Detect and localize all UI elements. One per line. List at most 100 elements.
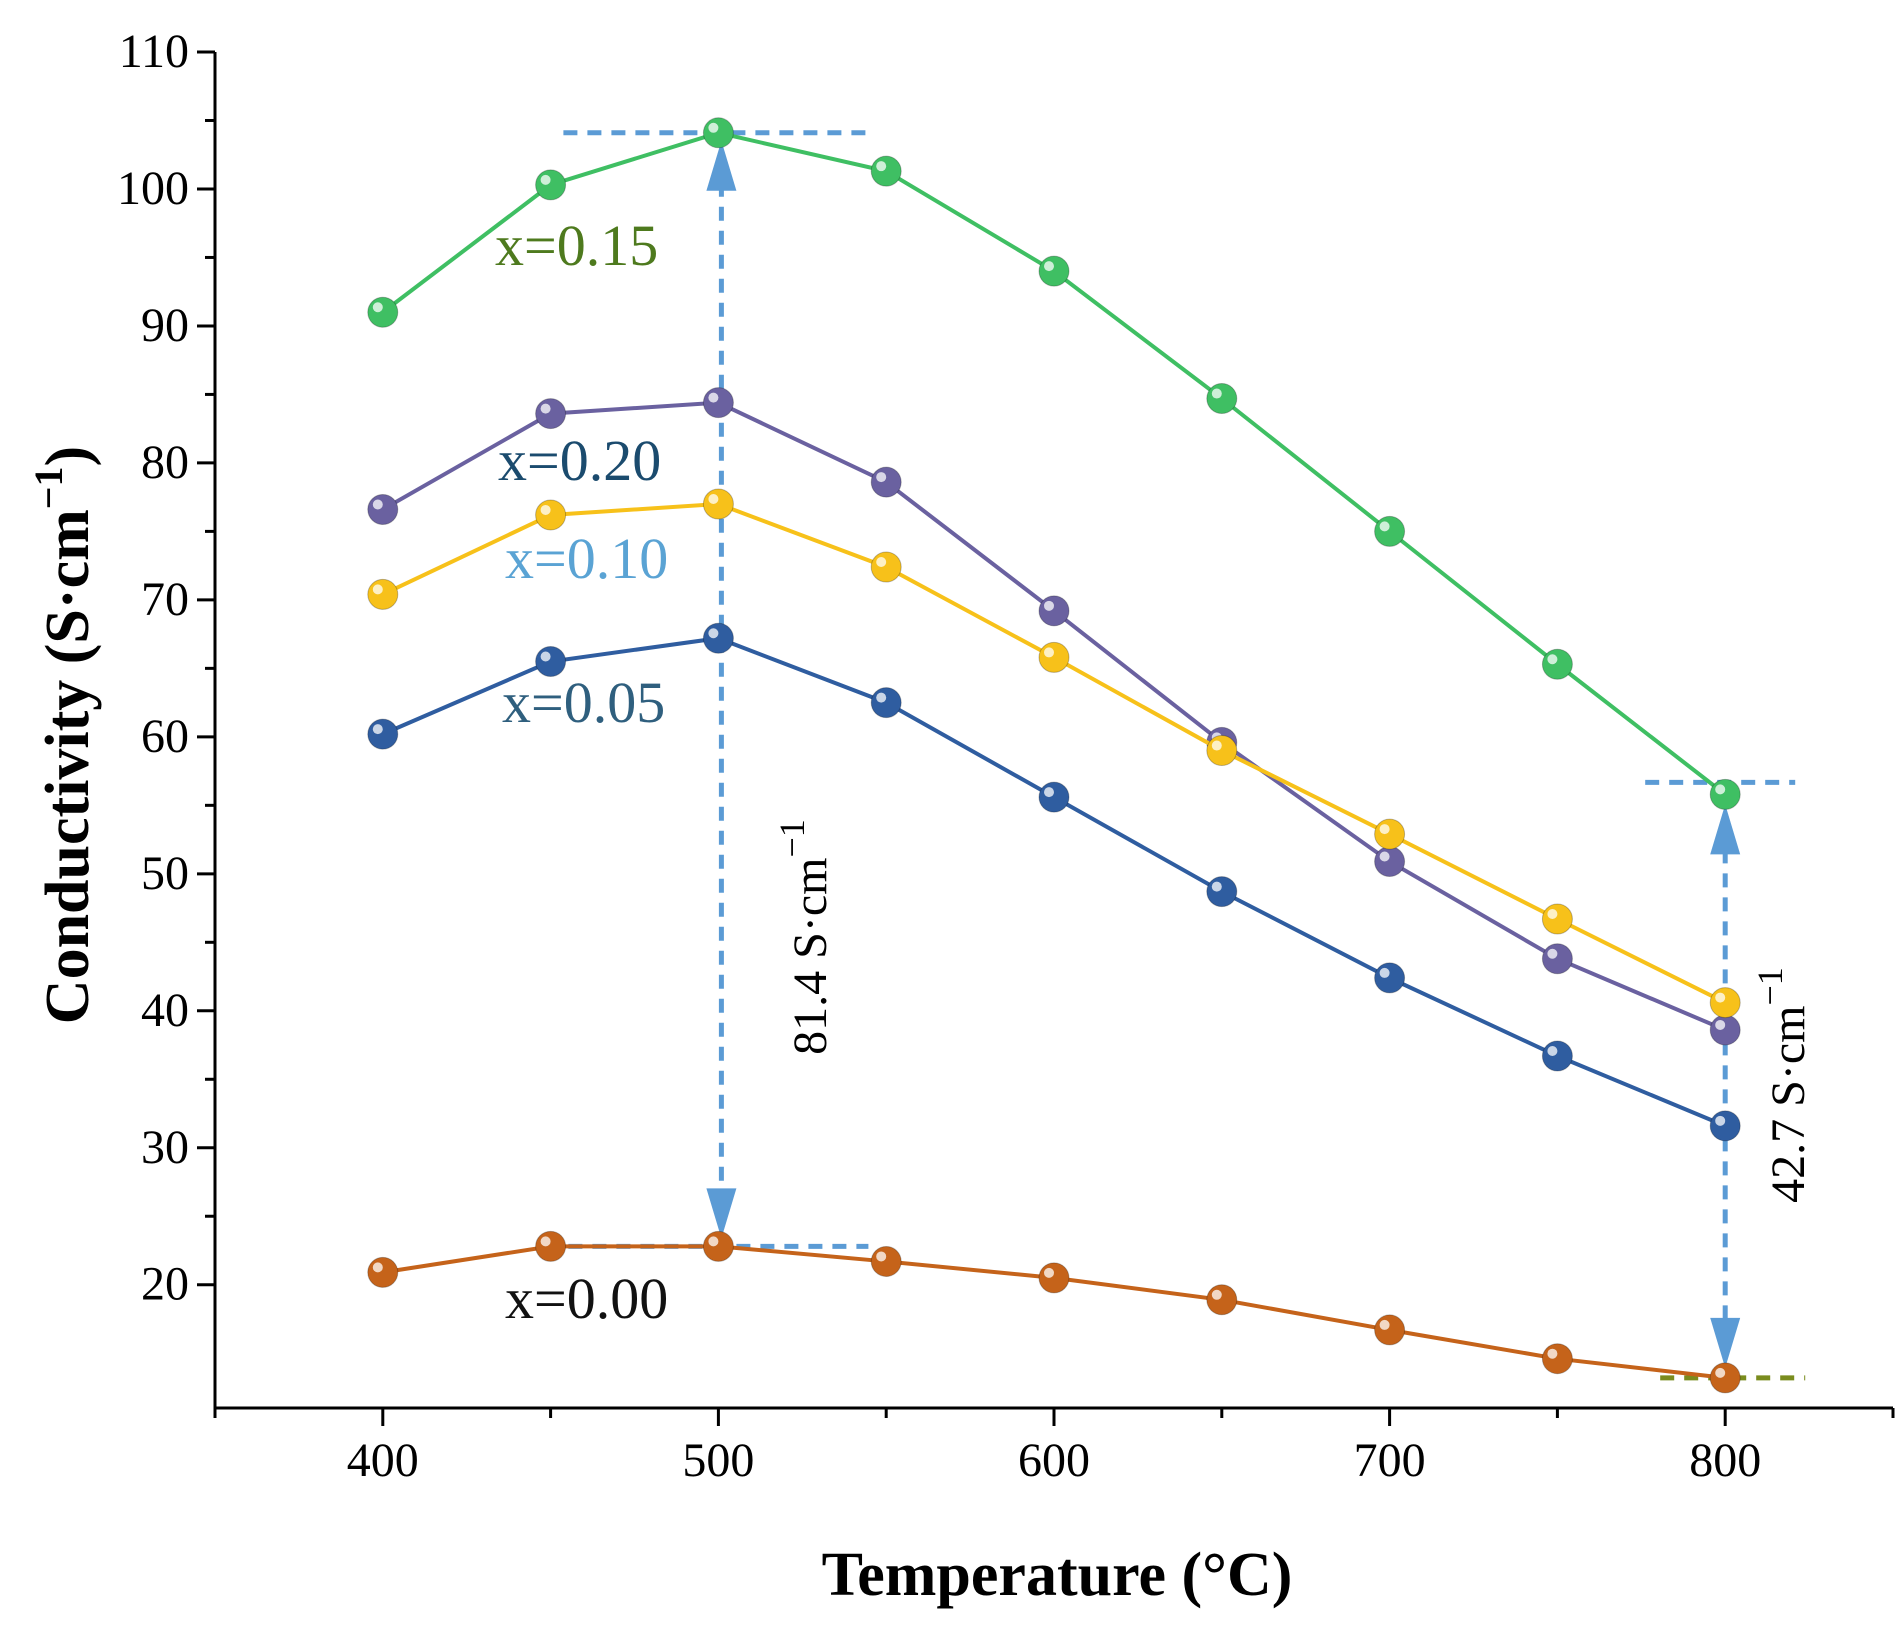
series-label-x-0-00: x=0.00 [505,1266,668,1331]
data-point-highlight [1715,1367,1726,1378]
data-point-x-0-15 [702,117,734,149]
data-point-x-0-05 [870,687,902,719]
data-point-highlight [1547,909,1558,920]
data-point-x-0-15 [1374,515,1406,547]
data-point-highlight [1044,1267,1054,1278]
series-label-x-0-20: x=0.20 [498,428,661,493]
data-point-x-0-00 [870,1245,902,1277]
arrow-head-up-500 [706,140,737,191]
data-point-highlight [372,584,383,595]
data-point-x-0-20 [1374,845,1406,877]
data-point-x-0-05 [1206,876,1238,908]
y-tick-label: 80 [141,436,189,489]
x-tick-label: 500 [682,1434,754,1487]
data-point-highlight [1211,881,1222,892]
annotation-layer: 81.4 S·cm−142.7 S·cm−1 [563,130,1815,1381]
data-point-highlight [1044,787,1054,798]
data-point-highlight [876,557,887,568]
data-point-x-0-05 [367,718,399,750]
annotation-500-label: 81.4 S·cm−1 [772,819,837,1055]
y-tick-label: 110 [119,25,189,78]
data-point-x-0-00 [1038,1262,1070,1294]
data-point-highlight [1379,851,1390,862]
data-point-x-0-20 [1038,595,1070,627]
annotation-800-label-text: 42.7 S·cm [1762,1005,1815,1202]
y-axis-label-main: Conductivity (S·cm [34,509,102,1024]
data-point-highlight [372,1262,383,1273]
series-label-x-0-10: x=0.10 [505,526,668,591]
x-axis-label: Temperature (°C) [822,1541,1293,1609]
data-point-highlight [1547,1045,1558,1056]
annotation-500-label-sup: −1 [772,819,812,857]
arrow-head-down-800 [1710,1317,1741,1368]
data-point-x-0-00 [702,1230,734,1262]
data-point-highlight [1547,948,1558,959]
axes: 20 30 40 50 60 70 80 90 100 110 400 500 600 700 800 [117,25,1895,1487]
data-point-x-0-05 [1709,1110,1741,1142]
data-point-highlight [708,628,719,639]
data-point-x-0-00 [367,1256,399,1288]
data-point-x-0-00 [1541,1343,1573,1375]
data-point-x-0-00 [535,1230,567,1262]
data-point-x-0-20 [870,466,902,498]
data-point-x-0-20 [1709,1014,1741,1046]
data-point-highlight [1715,784,1726,795]
data-point-highlight [1379,1319,1390,1330]
data-point-x-0-05 [1374,962,1406,994]
data-point-highlight [1379,967,1390,978]
x-tick-label: 700 [1354,1434,1426,1487]
data-point-x-0-10 [870,551,902,583]
data-point-highlight [372,302,383,313]
data-point-highlight [540,504,551,515]
data-point-x-0-15 [1038,255,1070,287]
data-point-highlight [540,1236,551,1247]
data-point-highlight [1715,1115,1726,1126]
data-point-x-0-10 [1206,735,1238,767]
data-point-highlight [876,1251,887,1262]
series-label-x-0-15: x=0.15 [495,213,658,278]
y-tick-label: 60 [141,710,189,763]
data-point-x-0-20 [1541,943,1573,975]
arrow-head-down-500 [706,1188,737,1239]
data-point-x-0-10 [1541,903,1573,935]
data-point-x-0-20 [535,398,567,430]
data-point-x-0-15 [1206,383,1238,415]
data-point-highlight [708,122,719,133]
data-point-x-0-05 [702,622,734,654]
data-point-x-0-15 [367,296,399,328]
data-point-highlight [1379,521,1390,532]
data-point-highlight [1211,1289,1222,1300]
data-point-highlight [708,392,719,403]
data-point-x-0-15 [535,169,567,201]
data-point-highlight [876,472,887,483]
data-point-x-0-05 [1038,781,1070,813]
data-point-x-0-15 [1709,778,1741,810]
data-point-highlight [1211,388,1222,399]
data-point-x-0-10 [1374,818,1406,850]
y-tick-label: 70 [141,573,189,626]
annotation-800-label-sup: −1 [1750,967,1790,1005]
data-point-highlight [540,174,551,185]
data-point-x-0-10 [1038,641,1070,673]
x-tick-label: 800 [1689,1434,1761,1487]
data-point-x-0-15 [1541,648,1573,680]
y-tick-label: 90 [141,299,189,352]
data-point-x-0-10 [367,578,399,610]
annotation-500-label-text: 81.4 S·cm [784,857,837,1054]
data-point-x-0-00 [1206,1284,1238,1316]
data-point-x-0-05 [1541,1040,1573,1072]
data-point-highlight [1044,600,1054,611]
x-tick-label: 400 [347,1434,419,1487]
series-label-x-0-05: x=0.05 [502,670,665,735]
data-point-highlight [1715,1019,1726,1030]
arrow-head-up-800 [1710,804,1741,855]
y-axis-label-sup: −1 [26,466,71,509]
data-point-highlight [540,651,551,662]
data-point-highlight [1044,647,1054,658]
data-point-highlight [372,724,383,735]
data-point-x-0-20 [702,387,734,419]
y-tick-label: 100 [117,162,189,215]
data-point-highlight [876,692,887,703]
annotation-800-label: 42.7 S·cm−1 [1750,967,1815,1203]
